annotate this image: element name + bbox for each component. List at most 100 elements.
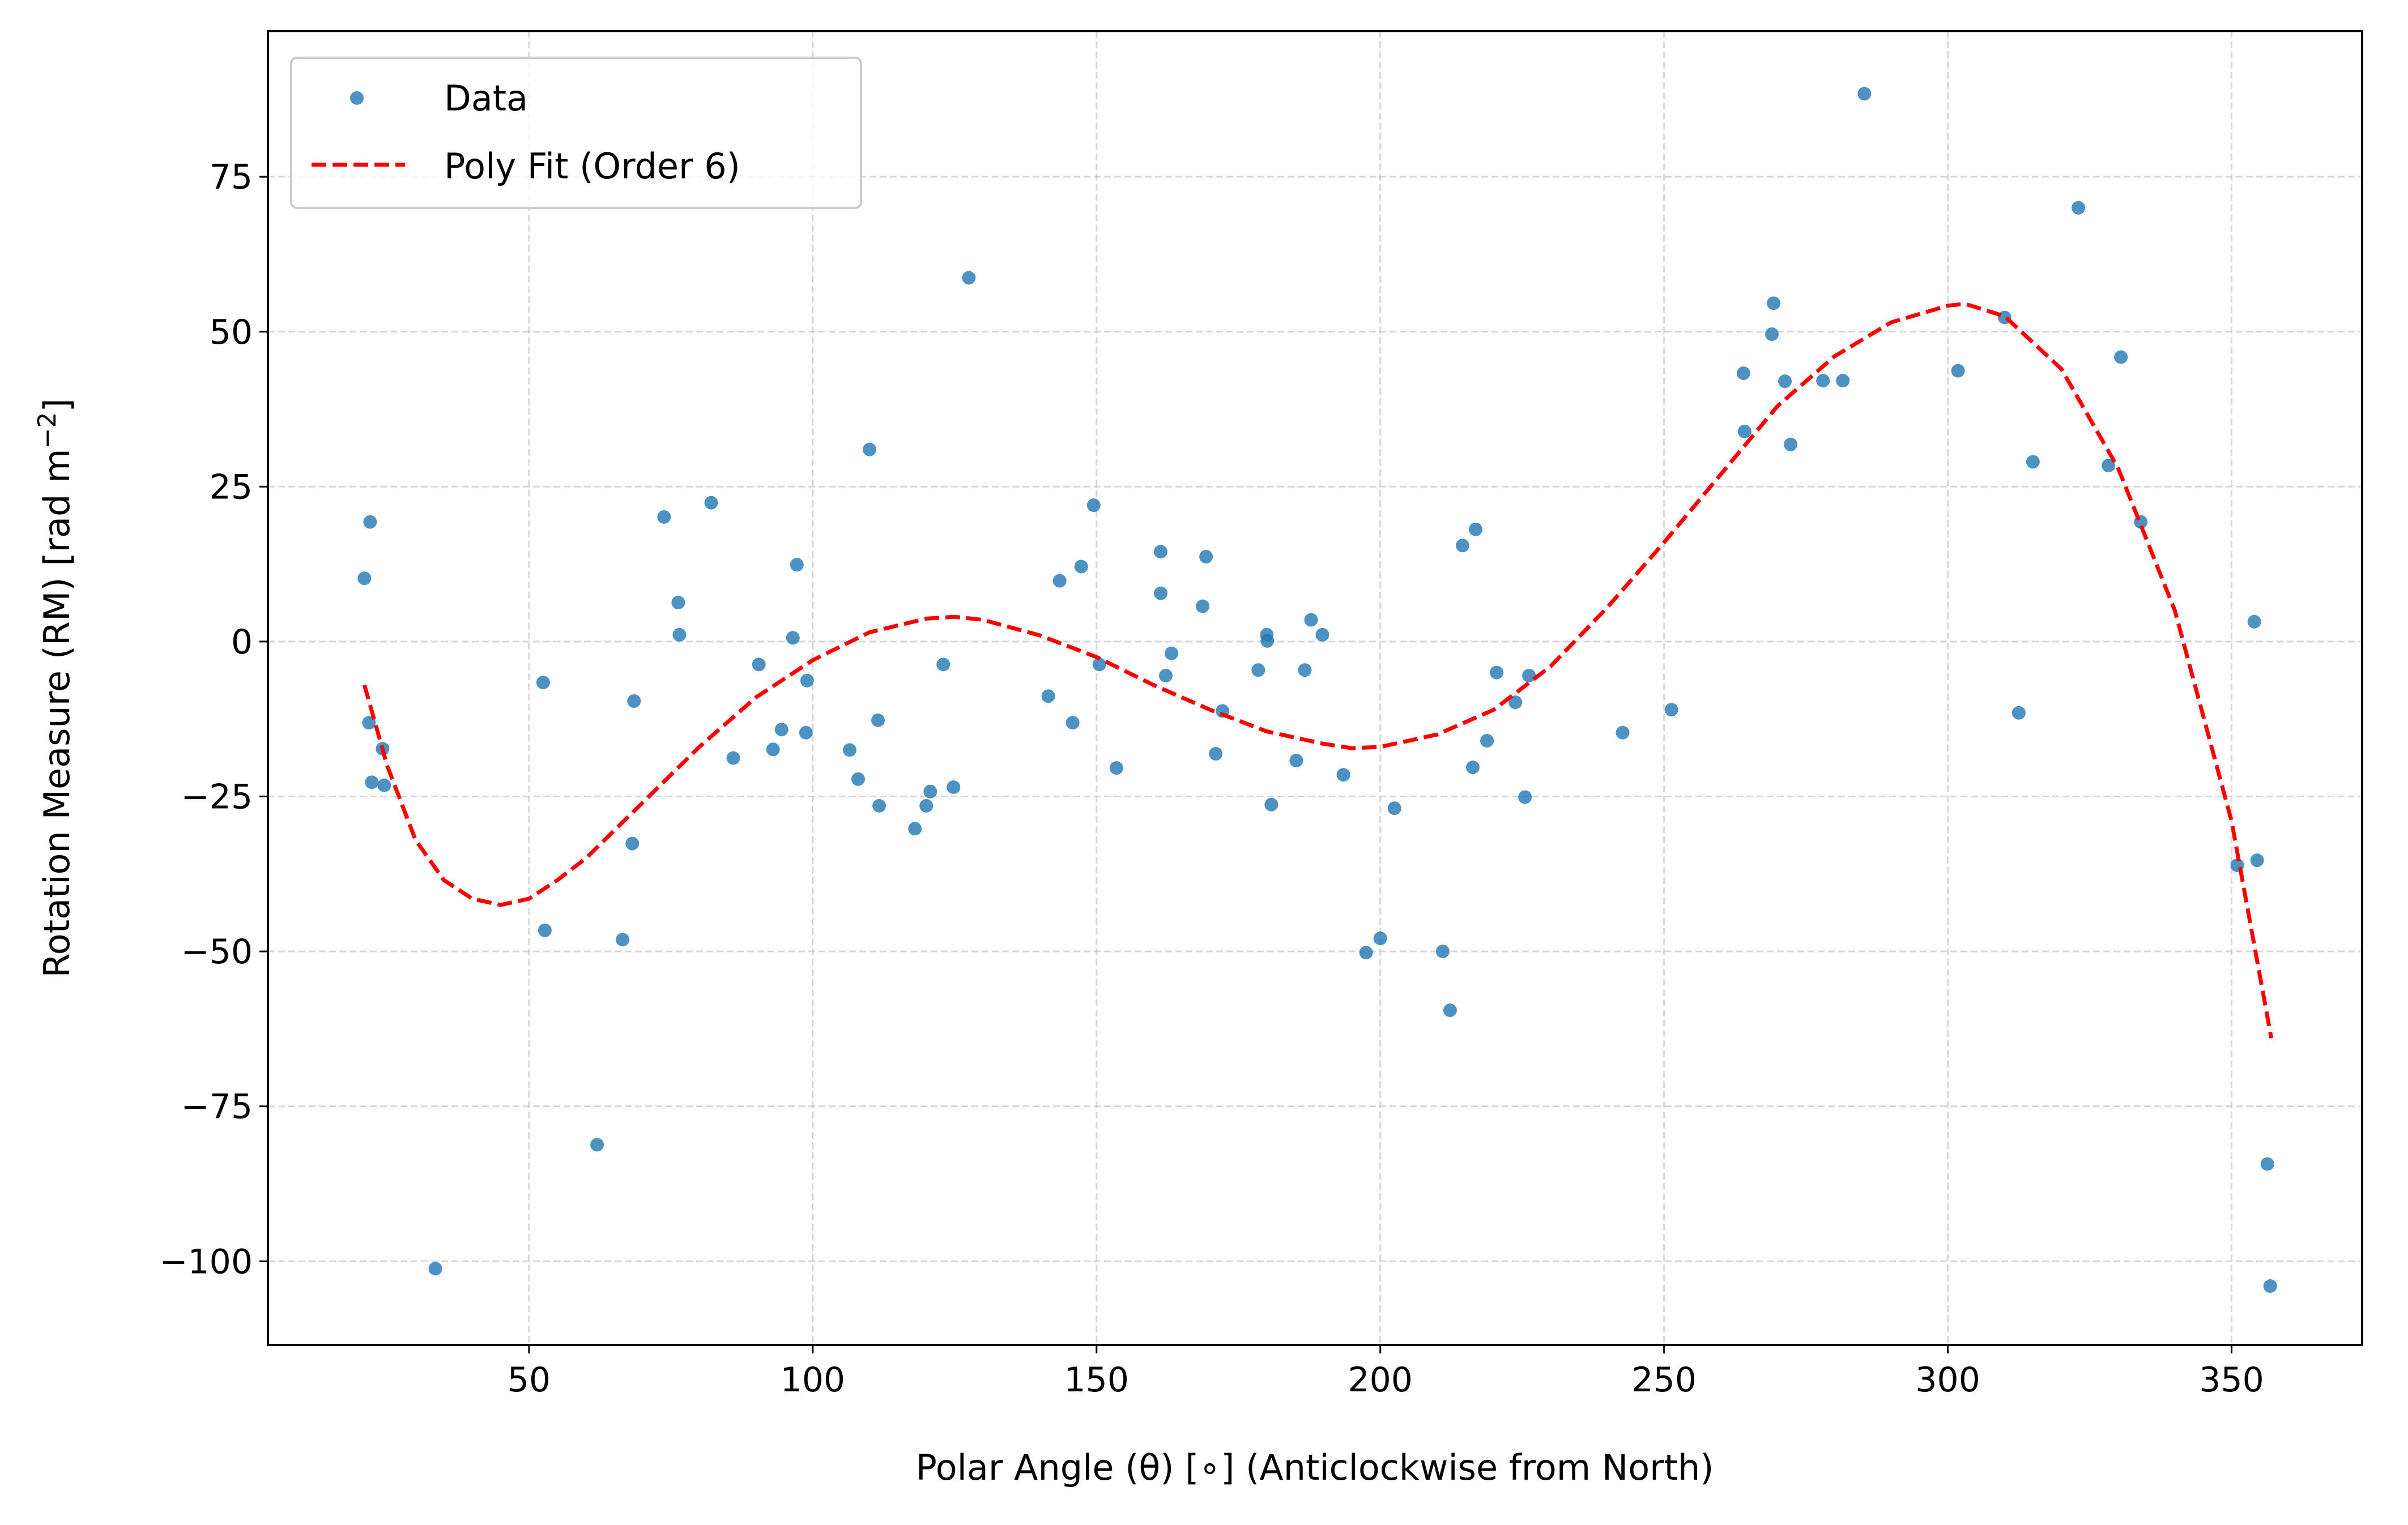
data-point [357,571,372,586]
y-tick-label: 25 [210,467,253,507]
data-point [1508,695,1523,710]
data-point [1816,374,1830,388]
legend-label-data: Data [444,78,528,119]
x-tick-label: 350 [2199,1360,2264,1400]
data-point [871,713,885,727]
data-point [1765,327,1779,341]
data-point [671,595,685,609]
data-point [377,778,391,792]
data-point [1153,586,1167,600]
axes-frame [267,30,2363,1346]
data-point [1373,932,1387,946]
data-point [872,798,887,813]
data-point [1737,424,1751,438]
y-tick-label: −25 [181,778,253,817]
data-point [1490,665,1504,680]
data-point [2263,1279,2277,1293]
data-point [538,923,552,937]
data-point [1778,374,1792,388]
data-point [2072,200,2086,215]
data-point [363,515,377,529]
data-point [1074,559,1088,574]
data-point [704,495,718,510]
data-point [1153,545,1167,559]
data-point [1616,725,1630,740]
x-tick-label: 250 [1631,1360,1697,1400]
data-point [365,775,379,789]
data-point [1304,613,1318,627]
data-point [1466,761,1480,775]
data-point [428,1262,442,1276]
data-point [800,673,814,687]
y-tick-label: −75 [181,1087,253,1127]
data-point [1836,374,1850,388]
y-axis-label: Rotation Measure (RM) [rad m−2] [33,398,78,977]
data-point [1443,1003,1457,1018]
y-axis-label-end: ] [36,398,78,412]
data-point [1518,790,1532,804]
data-point [1066,716,1080,730]
data-point [947,780,961,794]
data-point [1336,768,1350,782]
data-point [1109,761,1123,775]
y-tick-label: 50 [210,313,253,352]
data-point [1196,599,1210,613]
y-tick-label: 0 [231,622,253,662]
data-point [657,510,671,524]
data-point [1086,498,1101,512]
grid-layer [268,31,2362,1345]
data-point [851,772,865,786]
data-point [1251,663,1265,677]
data-point [1199,550,1213,563]
data-point [1298,663,1312,677]
data-point [726,751,740,765]
data-point [536,676,550,690]
data-point [1209,747,1223,761]
data-point [962,271,976,285]
x-tick-label: 100 [781,1360,846,1400]
data-point [919,798,934,813]
data-point [766,742,780,757]
data-point [1092,657,1106,672]
data-point [2250,853,2264,868]
data-point [786,631,800,645]
data-point [2247,614,2261,629]
x-tick-label: 50 [508,1360,551,1400]
data-point [2011,706,2026,720]
legend-data-marker [350,91,364,105]
data-point [2114,350,2128,364]
y-axis-label-superscript: −2 [33,412,62,449]
data-point [1289,754,1303,768]
y-tick-label: 75 [210,157,253,197]
data-point [616,933,630,947]
data-point [1260,634,1275,648]
legend-label-fit: Poly Fit (Order 6) [444,146,740,187]
data-point [1784,437,1798,451]
data-point [923,784,937,798]
data-point [2102,459,2116,473]
data-point [790,558,804,572]
data-point [625,836,640,851]
x-axis-label: Polar Angle (θ) [∘] (Anticlockwise from … [916,1447,1714,1488]
data-point [1951,364,1965,378]
legend: Data Poly Fit (Order 6) [290,57,862,209]
legend-box [290,57,862,209]
data-point [1052,574,1067,588]
data-point [590,1138,604,1152]
plot-area [357,87,2277,1293]
data-point [1435,945,1450,959]
y-tick-label: −50 [181,932,253,972]
x-tick-label: 200 [1348,1360,1413,1400]
data-point [1455,539,1469,553]
data-point [1522,669,1536,683]
x-tick-label: 150 [1064,1360,1130,1400]
data-point [1359,946,1373,960]
data-point [1041,689,1055,703]
data-point [799,725,813,740]
data-point [1469,522,1483,536]
data-point [1736,366,1750,381]
x-tick-label: 300 [1915,1360,1980,1400]
data-point [1664,703,1678,717]
